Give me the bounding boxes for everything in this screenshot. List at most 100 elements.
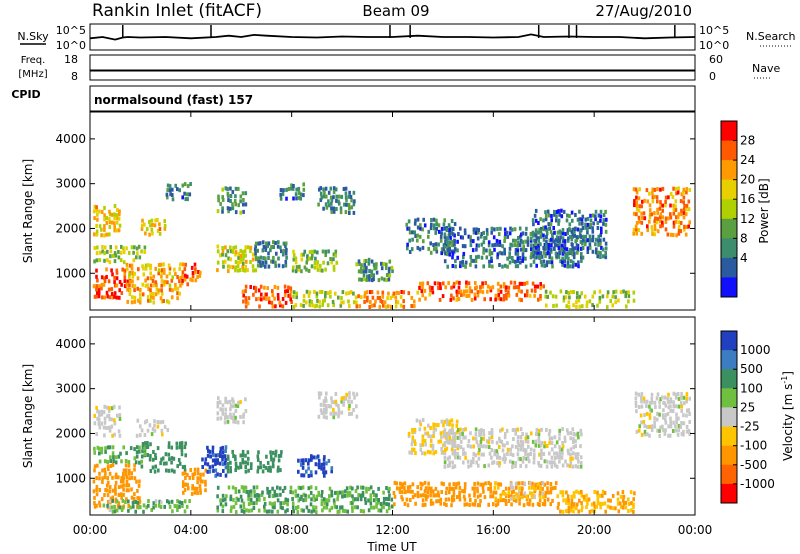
scatter-cell [614, 295, 617, 300]
scatter-cell [125, 246, 128, 251]
scatter-cell [519, 439, 523, 444]
scatter-cell [563, 435, 567, 440]
scatter-cell [312, 505, 315, 510]
scatter-cell [516, 243, 519, 248]
scatter-cell [247, 456, 250, 461]
scatter-cell [387, 291, 390, 296]
scatter-cell [176, 508, 179, 512]
scatter-cell [370, 269, 374, 274]
scatter-cell [624, 294, 627, 299]
scatter-cell [292, 253, 296, 258]
scatter-cell [599, 505, 602, 510]
scatter-cell [369, 501, 373, 506]
scatter-cell [377, 500, 380, 505]
scatter-cell [348, 391, 351, 396]
scatter-cell [338, 201, 341, 206]
scatter-cell [661, 395, 664, 400]
scatter-cell [259, 460, 262, 465]
scatter-cell [109, 455, 112, 460]
scatter-cell [496, 281, 500, 286]
scatter-cell [498, 461, 502, 466]
scatter-cell [385, 502, 388, 507]
scatter-cell [567, 501, 571, 506]
scatter-cell [537, 432, 541, 437]
scatter-cell [150, 218, 154, 223]
scatter-cell [317, 465, 321, 470]
scatter-cell [194, 270, 197, 275]
scatter-cell [161, 456, 165, 461]
scatter-cell [452, 281, 456, 286]
scatter-cell [344, 210, 348, 214]
scatter-cell [172, 456, 176, 461]
scatter-cell [575, 502, 579, 507]
scatter-cell [229, 494, 233, 499]
scatter-cell [193, 490, 197, 495]
scatter-cell [112, 455, 115, 459]
scatter-cell [92, 284, 96, 289]
y-tick-label: 2000 [55, 221, 86, 235]
scatter-cell [276, 485, 279, 490]
scatter-cell [540, 263, 544, 268]
scatter-cell [344, 186, 348, 191]
scatter-cell [602, 237, 606, 242]
scatter-cell [556, 455, 559, 460]
scatter-cell [464, 427, 467, 432]
scatter-cell [168, 287, 172, 292]
scatter-cell [505, 293, 508, 297]
scatter-cell [439, 439, 443, 444]
scatter-cell [319, 191, 323, 196]
scatter-cell [98, 413, 101, 418]
scatter-cell [324, 470, 328, 475]
scatter-cell [443, 451, 447, 456]
scatter-cell [254, 241, 258, 246]
scatter-cell [429, 434, 433, 439]
scatter-cell [345, 291, 348, 296]
scatter-cell [553, 230, 556, 235]
scatter-cell [105, 290, 109, 295]
scatter-cell [513, 280, 517, 285]
scatter-cell [454, 264, 457, 269]
scatter-cell [100, 227, 103, 232]
scatter-cell [488, 286, 492, 291]
scatter-cell [632, 505, 635, 509]
scatter-cell [654, 405, 657, 409]
scatter-cell [227, 456, 230, 461]
scatter-cell [184, 262, 187, 267]
scatter-cell [321, 508, 324, 513]
scatter-cell [168, 457, 171, 462]
scatter-cell [442, 423, 445, 428]
scatter-cell [319, 186, 322, 191]
frequency-left-tick-top: 18 [64, 53, 78, 66]
scatter-cell [656, 207, 659, 212]
scatter-cell [520, 281, 524, 286]
scatter-cell [106, 488, 109, 493]
scatter-cell [174, 183, 177, 188]
scatter-cell [255, 497, 259, 502]
scatter-cell [399, 295, 403, 300]
scatter-cell [411, 430, 414, 435]
colorbar-swatch [721, 257, 737, 278]
scatter-cell [572, 491, 576, 496]
scatter-cell [431, 443, 435, 448]
scatter-cell [380, 276, 384, 281]
scatter-cell [419, 481, 422, 486]
scatter-cell [402, 304, 406, 309]
scatter-cell [555, 214, 558, 219]
scatter-cell [113, 504, 116, 509]
scatter-cell [291, 497, 294, 501]
scatter-cell [467, 293, 471, 298]
scatter-cell [387, 269, 391, 274]
scatter-cell [561, 463, 565, 468]
scatter-cell [526, 435, 530, 440]
scatter-cell [118, 505, 122, 510]
scatter-cell [677, 220, 680, 225]
scatter-cell [257, 508, 261, 513]
scatter-cell [423, 426, 427, 431]
scatter-cell [214, 458, 217, 463]
scatter-cell [528, 481, 532, 486]
colorbar-frame [720, 120, 738, 298]
scatter-cell [168, 188, 172, 193]
scatter-cell [142, 509, 145, 514]
y-tick-label: 4000 [55, 337, 86, 351]
scatter-cell [465, 289, 468, 294]
